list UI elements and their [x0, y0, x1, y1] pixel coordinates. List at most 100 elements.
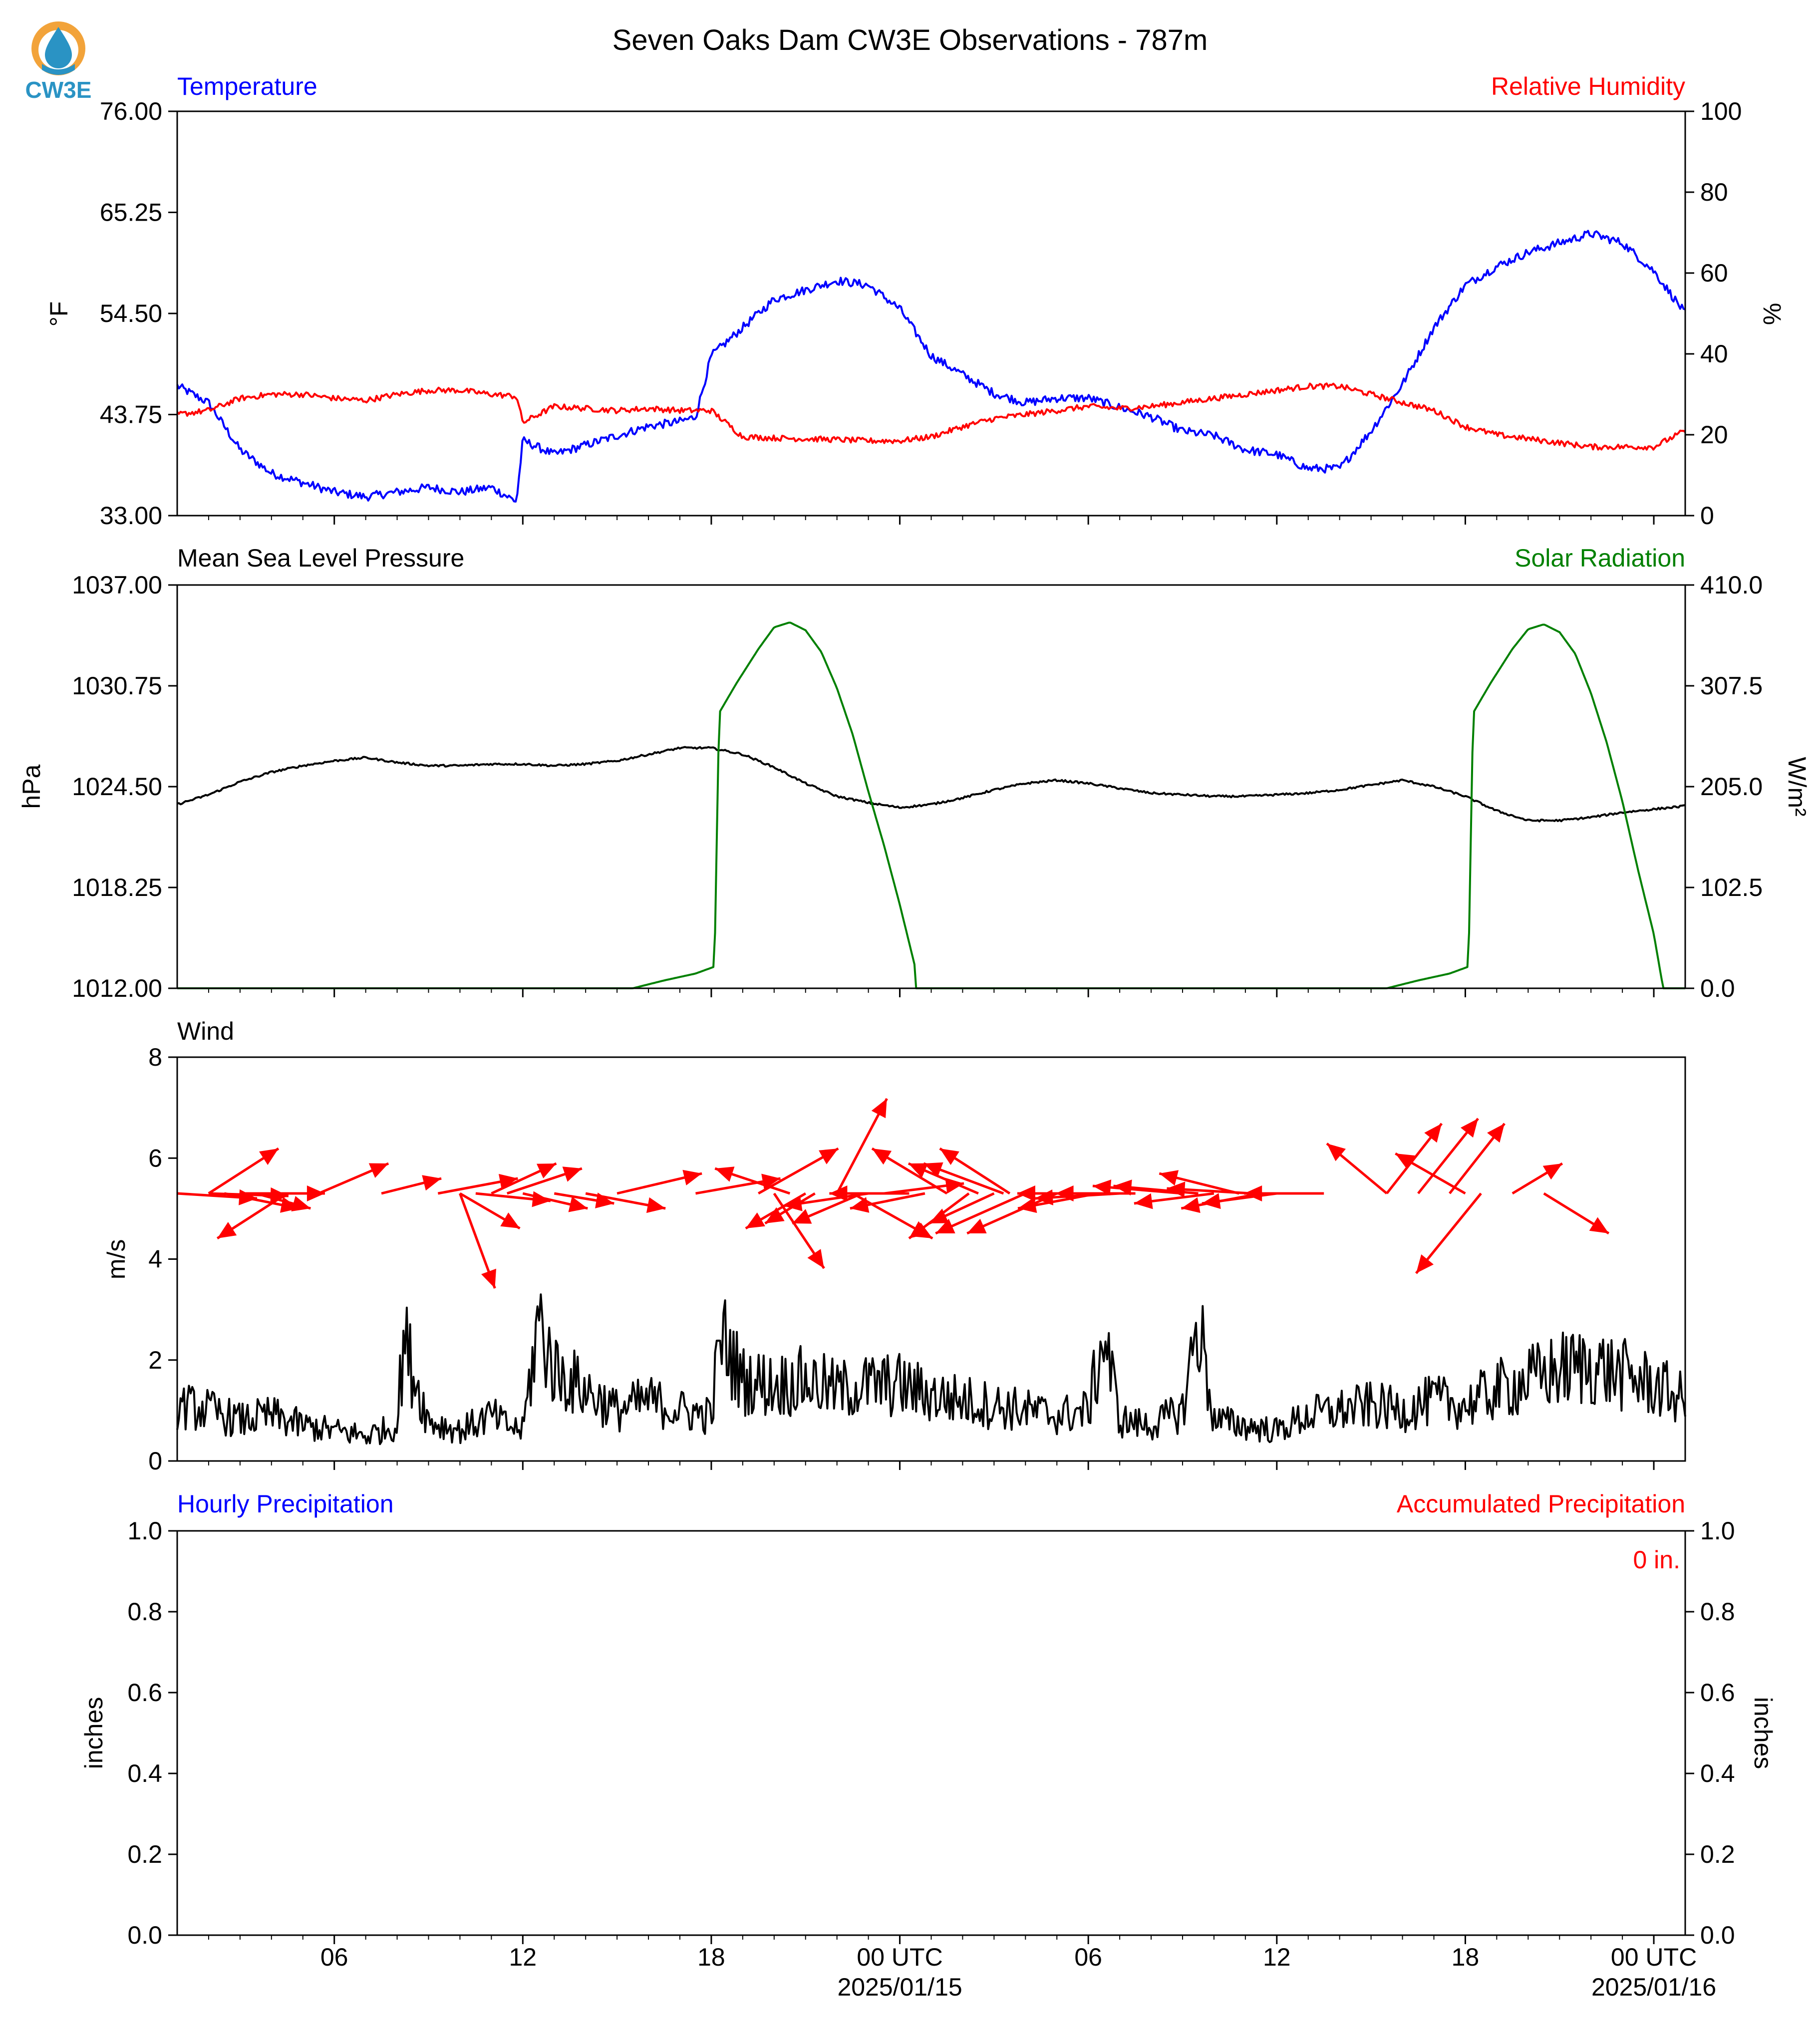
wind-arrow-head	[872, 1149, 892, 1165]
right-y-tick-label: 0.6	[1700, 1679, 1735, 1707]
wind-arrow	[507, 1166, 583, 1195]
wind-arrow-head	[908, 1163, 928, 1178]
wind-arrow-head	[923, 1162, 943, 1177]
wind-arrow	[871, 1147, 948, 1195]
accum-precip-panel-title: Accumulated Precipitation	[1397, 1490, 1685, 1518]
wind-arrow-head	[500, 1212, 520, 1228]
wind-arrow	[381, 1175, 442, 1195]
panel-temperature-humidity: Temperature Relative Humidity °F % 33.00…	[45, 72, 1786, 530]
wind-arrow-head	[939, 1149, 959, 1165]
series-line-relative-humidity	[176, 382, 1686, 451]
wind-arrow	[475, 1191, 551, 1207]
wind-arrow	[923, 1162, 1004, 1195]
panel-2-ticks: 1012.00 1018.25 1024.50 1030.75 1037.00 0.0 10…	[72, 571, 1763, 1002]
wind-arrow-head	[1395, 1154, 1415, 1169]
wind-arrow-head	[783, 1195, 803, 1211]
left-y-tick-label: 0	[148, 1447, 162, 1475]
right-y-tick-label: 307.5	[1700, 672, 1763, 700]
wind-arrow	[240, 1185, 325, 1201]
left-y-tick-label: 2	[148, 1346, 162, 1374]
solar-axis-label: W/m²	[1783, 757, 1811, 816]
temperature-panel-title: Temperature	[177, 72, 317, 100]
wind-arrow	[1202, 1192, 1277, 1209]
panel-1-ticks: 33.00 43.75 54.50 65.25 76.00 0 20 40 60 80 100	[100, 97, 1742, 530]
wind-arrow	[522, 1192, 588, 1212]
wind-arrow-head	[568, 1196, 588, 1212]
wind-arrow	[585, 1192, 666, 1213]
panel-pressure-solar: Mean Sea Level Pressure Solar Radiation …	[17, 544, 1811, 1002]
right-y-tick-label: 0.0	[1700, 1921, 1735, 1949]
wind-arrow	[908, 1162, 979, 1195]
logo-wave-icon	[42, 64, 75, 75]
wind-arrow	[928, 1192, 995, 1225]
left-y-tick-label: 54.50	[100, 299, 162, 327]
wind-arrow	[459, 1193, 496, 1289]
wind-arrow-head	[422, 1175, 442, 1191]
wind-arrow	[437, 1173, 518, 1195]
wind-arrow	[1386, 1123, 1443, 1194]
wind-arrow-head	[1055, 1185, 1074, 1201]
wind-arrow-head	[682, 1169, 702, 1185]
left-y-tick-label: 43.75	[100, 401, 162, 429]
right-y-tick-label: 60	[1700, 259, 1728, 287]
wind-arrow	[935, 1192, 1026, 1235]
wind-arrow-head	[792, 1209, 812, 1224]
right-y-tick-label: 40	[1700, 340, 1728, 368]
panel-4-frame	[176, 1530, 1686, 1936]
wind-arrow-head	[1017, 1185, 1035, 1201]
wind-arrow	[1543, 1192, 1610, 1235]
humidity-panel-title: Relative Humidity	[1491, 72, 1685, 100]
wind-arrow-head	[1035, 1189, 1053, 1205]
left-y-tick-label: 1.0	[127, 1517, 162, 1545]
wind-arrow-head	[745, 1212, 765, 1228]
accum-precip-axis-label: inches	[1749, 1697, 1777, 1769]
wind-arrow-head	[1202, 1193, 1221, 1209]
wind-arrow-head	[368, 1163, 389, 1178]
wind-arrow-head	[871, 1099, 887, 1119]
wind-arrow-head	[829, 1185, 848, 1201]
series-line-mean-sea-level-pressure	[177, 746, 1686, 823]
wind-arrow-head	[1327, 1144, 1346, 1161]
wind-arrow	[792, 1192, 863, 1225]
humidity-axis-label: %	[1758, 303, 1786, 325]
wind-arrow-head	[481, 1268, 496, 1288]
hourly-precip-panel-title: Hourly Precipitation	[177, 1490, 394, 1518]
wind-arrow-head	[562, 1166, 582, 1182]
wind-arrow-head	[909, 1221, 928, 1238]
wind-arrow-head	[306, 1185, 325, 1201]
wind-arrow	[1449, 1123, 1506, 1194]
x-tick-label: 18	[697, 1943, 725, 1971]
panel-1-series	[176, 230, 1686, 503]
left-y-tick-label: 0.6	[127, 1679, 162, 1707]
temperature-axis-label: °F	[45, 301, 73, 327]
wind-arrow-head	[1093, 1179, 1112, 1195]
wind-arrow	[318, 1162, 389, 1195]
left-y-tick-label: 0.4	[127, 1759, 162, 1787]
left-y-tick-label: 1012.00	[72, 974, 162, 1002]
wind-arrow	[764, 1192, 816, 1225]
wind-arrow-head	[1181, 1197, 1201, 1213]
wind-arrow	[1415, 1192, 1482, 1274]
left-y-tick-label: 33.00	[100, 502, 162, 530]
wind-arrow	[1092, 1179, 1183, 1195]
wind-arrow-head	[850, 1197, 870, 1213]
panel-wind: Wind m/s 0 2 4 6 8	[102, 1017, 1686, 1475]
wind-arrow-head	[967, 1218, 987, 1233]
wind-arrow-head	[537, 1163, 557, 1178]
wind-arrow-head	[935, 1218, 955, 1233]
panel-precipitation: Hourly Precipitation Accumulated Precipi…	[80, 1490, 1777, 1949]
accum-precip-total-label: 0 in.	[1633, 1546, 1680, 1574]
right-y-tick-label: 0.2	[1700, 1840, 1735, 1868]
wind-arrow-head	[1244, 1185, 1262, 1201]
wind-arrow	[836, 1098, 888, 1194]
left-y-tick-label: 0.8	[127, 1598, 162, 1626]
wind-arrow	[1055, 1185, 1136, 1201]
pressure-axis-label: hPa	[17, 764, 45, 809]
wind-arrow	[208, 1147, 280, 1195]
wind-arrow	[1512, 1162, 1563, 1195]
wind-arrow-head	[1424, 1124, 1442, 1143]
wind-arrow-head	[1134, 1193, 1153, 1209]
left-y-tick-label: 1018.25	[72, 873, 162, 901]
